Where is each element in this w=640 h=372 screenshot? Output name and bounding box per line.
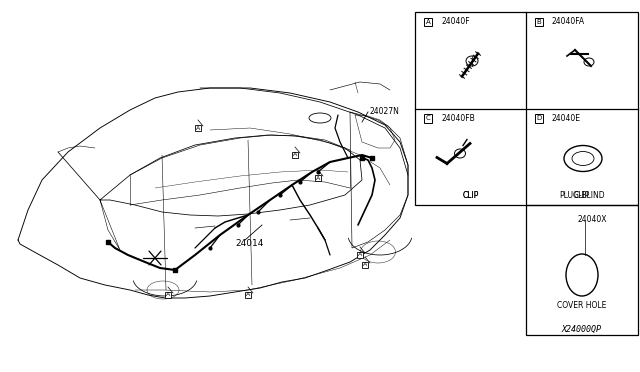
Text: A: A [358,253,362,257]
Text: CLIP: CLIP [574,190,590,199]
Text: 24040FA: 24040FA [552,17,585,26]
Text: CLIP: CLIP [462,190,479,199]
Text: B: B [536,19,541,25]
Text: A: A [293,153,297,157]
Text: A: A [166,292,170,298]
Text: A: A [246,292,250,298]
Text: X24000QP: X24000QP [562,324,602,334]
Text: A: A [316,176,320,180]
Text: 24040F: 24040F [441,17,470,26]
Text: 24027N: 24027N [370,108,400,116]
Text: 24040X: 24040X [577,215,607,224]
Text: A: A [426,19,430,25]
Text: A: A [363,263,367,267]
Text: C: C [426,115,430,122]
Text: 24040FB: 24040FB [441,114,475,123]
Text: CLIP: CLIP [462,190,479,199]
Text: 24014: 24014 [235,238,264,247]
Text: PLUG-BLIND: PLUG-BLIND [559,190,605,199]
Text: A: A [196,125,200,131]
Bar [526,205,638,335]
Bar [415,12,638,205]
Text: D: D [536,115,541,122]
Text: COVER HOLE: COVER HOLE [557,301,607,310]
Text: 24040E: 24040E [552,114,581,123]
